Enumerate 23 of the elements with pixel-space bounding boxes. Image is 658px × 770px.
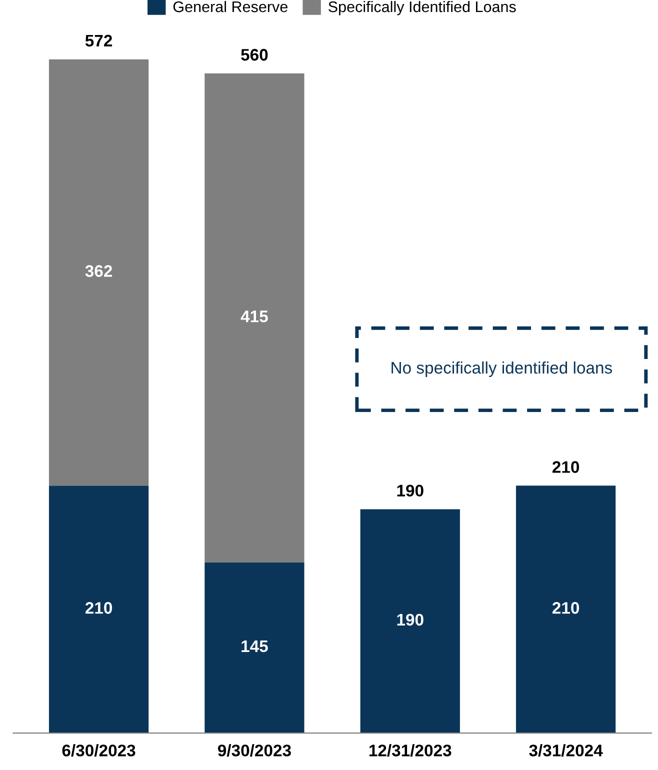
annotation: No specifically identified loans (392, 361, 612, 377)
bar (516, 486, 616, 734)
data-label: 362 (85, 265, 112, 277)
bar (48, 59, 149, 486)
total-label: 572 (85, 34, 112, 47)
x-tick-label: 12/31/2023 (369, 744, 452, 757)
total-label: 210 (552, 461, 580, 473)
x-tick-label: 3/31/2024 (529, 744, 603, 757)
total-label: 560 (241, 48, 268, 61)
data-label: 210 (552, 602, 580, 614)
data-label: 190 (397, 614, 424, 626)
total-label: 190 (397, 484, 424, 497)
bar (204, 562, 304, 734)
legend-label: Specifically Identified Loans (328, 0, 516, 16)
x-tick-label: 9/30/2023 (218, 744, 291, 757)
bar (360, 509, 460, 734)
data-label: 415 (240, 310, 268, 322)
x-tick-label: 6/30/2023 (62, 744, 136, 757)
data-label: 210 (85, 602, 112, 614)
bar (48, 486, 149, 734)
bar (204, 73, 304, 562)
data-label: 145 (242, 640, 268, 652)
legend-label: General Reserve (173, 0, 288, 12)
